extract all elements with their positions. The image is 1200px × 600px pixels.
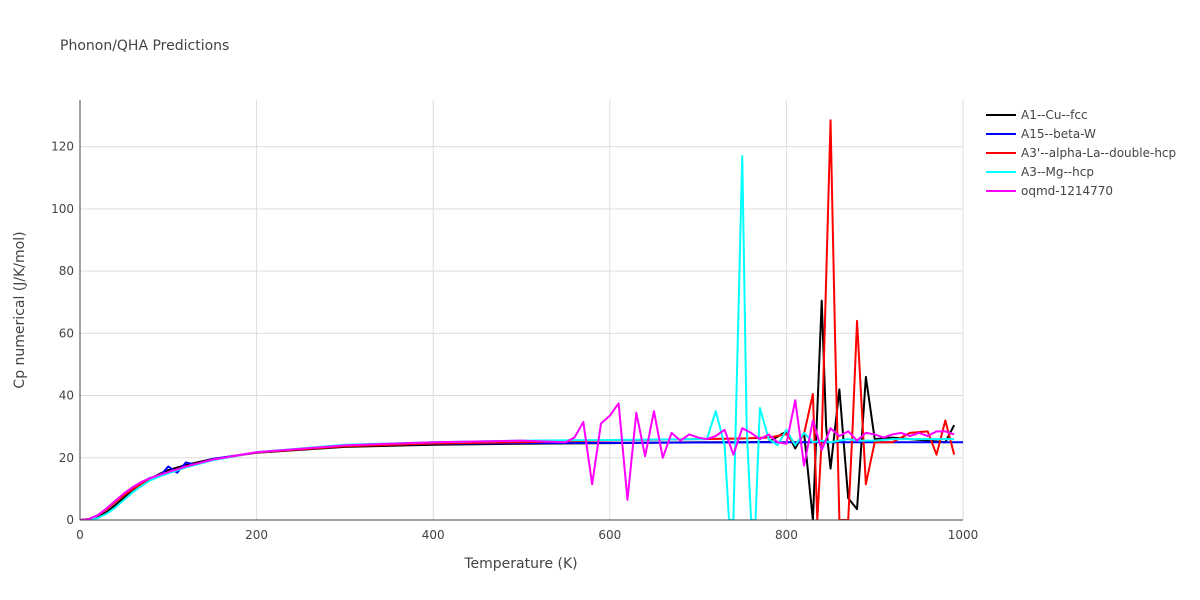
x-tick-label: 400 — [422, 528, 445, 542]
legend-label: A15--beta-W — [1021, 127, 1096, 141]
y-tick-label: 100 — [51, 202, 74, 216]
legend: A1--Cu--fcc A15--beta-W A3'--alpha-La--dou… — [986, 108, 1176, 198]
x-tick-label: 200 — [245, 528, 268, 542]
series-line-a3-mg-hcp — [80, 155, 955, 520]
y-tick-label: 20 — [59, 451, 74, 465]
x-tick-label: 0 — [76, 528, 84, 542]
x-tick-labels: 0 200 400 600 800 1000 — [76, 528, 978, 542]
x-axis-title: Temperature (K) — [463, 556, 577, 572]
chart-title: Phonon/QHA Predictions — [60, 38, 229, 54]
x-tick-label: 600 — [598, 528, 621, 542]
x-tick-label: 1000 — [948, 528, 979, 542]
series-line-a15-beta-w — [80, 441, 963, 520]
y-tick-labels: 0 20 40 60 80 100 120 — [51, 140, 74, 527]
legend-label: A3'--alpha-La--double-hcp — [1021, 146, 1176, 160]
axes — [79, 100, 963, 521]
y-tick-label: 80 — [59, 264, 74, 278]
legend-label: A1--Cu--fcc — [1021, 108, 1088, 122]
y-tick-label: 60 — [59, 326, 74, 340]
series-line-a3-alpha-la-double-hcp — [80, 119, 956, 520]
x-tick-label: 800 — [775, 528, 798, 542]
series-line-oqmd-1214770 — [80, 399, 955, 520]
legend-label: oqmd-1214770 — [1021, 184, 1113, 198]
legend-label: A3--Mg--hcp — [1021, 165, 1094, 179]
y-tick-label: 0 — [66, 513, 74, 527]
y-tick-label: 120 — [51, 140, 74, 154]
y-axis-title: Cp numerical (J/K/mol) — [12, 231, 28, 388]
y-tick-label: 40 — [59, 389, 74, 403]
series-lines — [80, 119, 963, 520]
